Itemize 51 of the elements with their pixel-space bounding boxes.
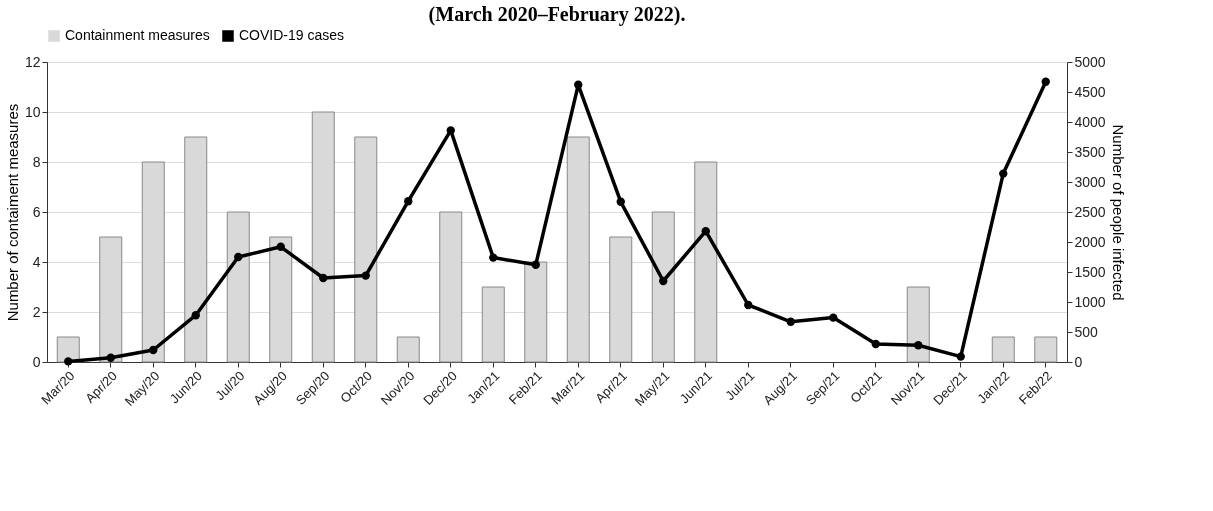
y2-tick-label: 4000 — [1074, 113, 1106, 130]
point — [191, 311, 200, 320]
point — [446, 126, 455, 135]
y2-axis-title: Number of people infected — [1109, 124, 1127, 301]
y-tick-label: 12 — [24, 53, 41, 70]
y2-tick-label: 3000 — [1074, 173, 1106, 190]
point — [914, 341, 923, 350]
point — [489, 253, 498, 262]
y-tick-label: 0 — [32, 353, 41, 370]
point — [234, 252, 243, 262]
y2-tick-label: 1500 — [1074, 263, 1106, 280]
point — [64, 357, 73, 366]
y2-tick-label: 500 — [1074, 323, 1099, 340]
point — [319, 273, 328, 283]
y2-tick-label: 1000 — [1074, 293, 1106, 310]
point — [701, 227, 710, 236]
point — [1041, 77, 1050, 86]
chart-title: (March 2020–February 2022). — [428, 3, 686, 26]
legend-label: COVID-19 cases — [239, 27, 345, 43]
y2-tick-label: 2000 — [1074, 233, 1106, 250]
point — [149, 345, 158, 355]
point — [956, 352, 965, 361]
y2-tick-label: 2500 — [1074, 203, 1106, 220]
point — [616, 197, 625, 206]
point — [574, 80, 583, 89]
point — [999, 169, 1008, 178]
y-tick-label: 8 — [32, 153, 41, 170]
y-tick-label: 10 — [24, 103, 41, 120]
bar — [56, 336, 80, 363]
point — [531, 260, 540, 269]
y2-tick-label: 3500 — [1074, 143, 1106, 160]
point — [659, 276, 668, 286]
y-tick-label: 2 — [32, 303, 41, 320]
y-tick-label: 4 — [32, 253, 41, 270]
point — [786, 317, 795, 326]
y-axis-title: Number of contaiment measures — [3, 103, 21, 322]
y-tick-label: 6 — [32, 203, 41, 220]
point — [871, 339, 880, 349]
y2-tick-label: 5000 — [1074, 53, 1106, 70]
point — [276, 242, 285, 251]
point — [744, 300, 753, 310]
point — [106, 353, 115, 362]
point — [361, 271, 370, 280]
point — [829, 313, 838, 322]
y2-tick-label: 4500 — [1074, 83, 1106, 100]
bar — [991, 336, 1015, 363]
legend-label: Containment measures — [65, 27, 210, 43]
bar — [1034, 336, 1058, 363]
bar — [396, 336, 420, 363]
point — [404, 197, 413, 206]
y2-tick-label: 0 — [1074, 353, 1083, 370]
